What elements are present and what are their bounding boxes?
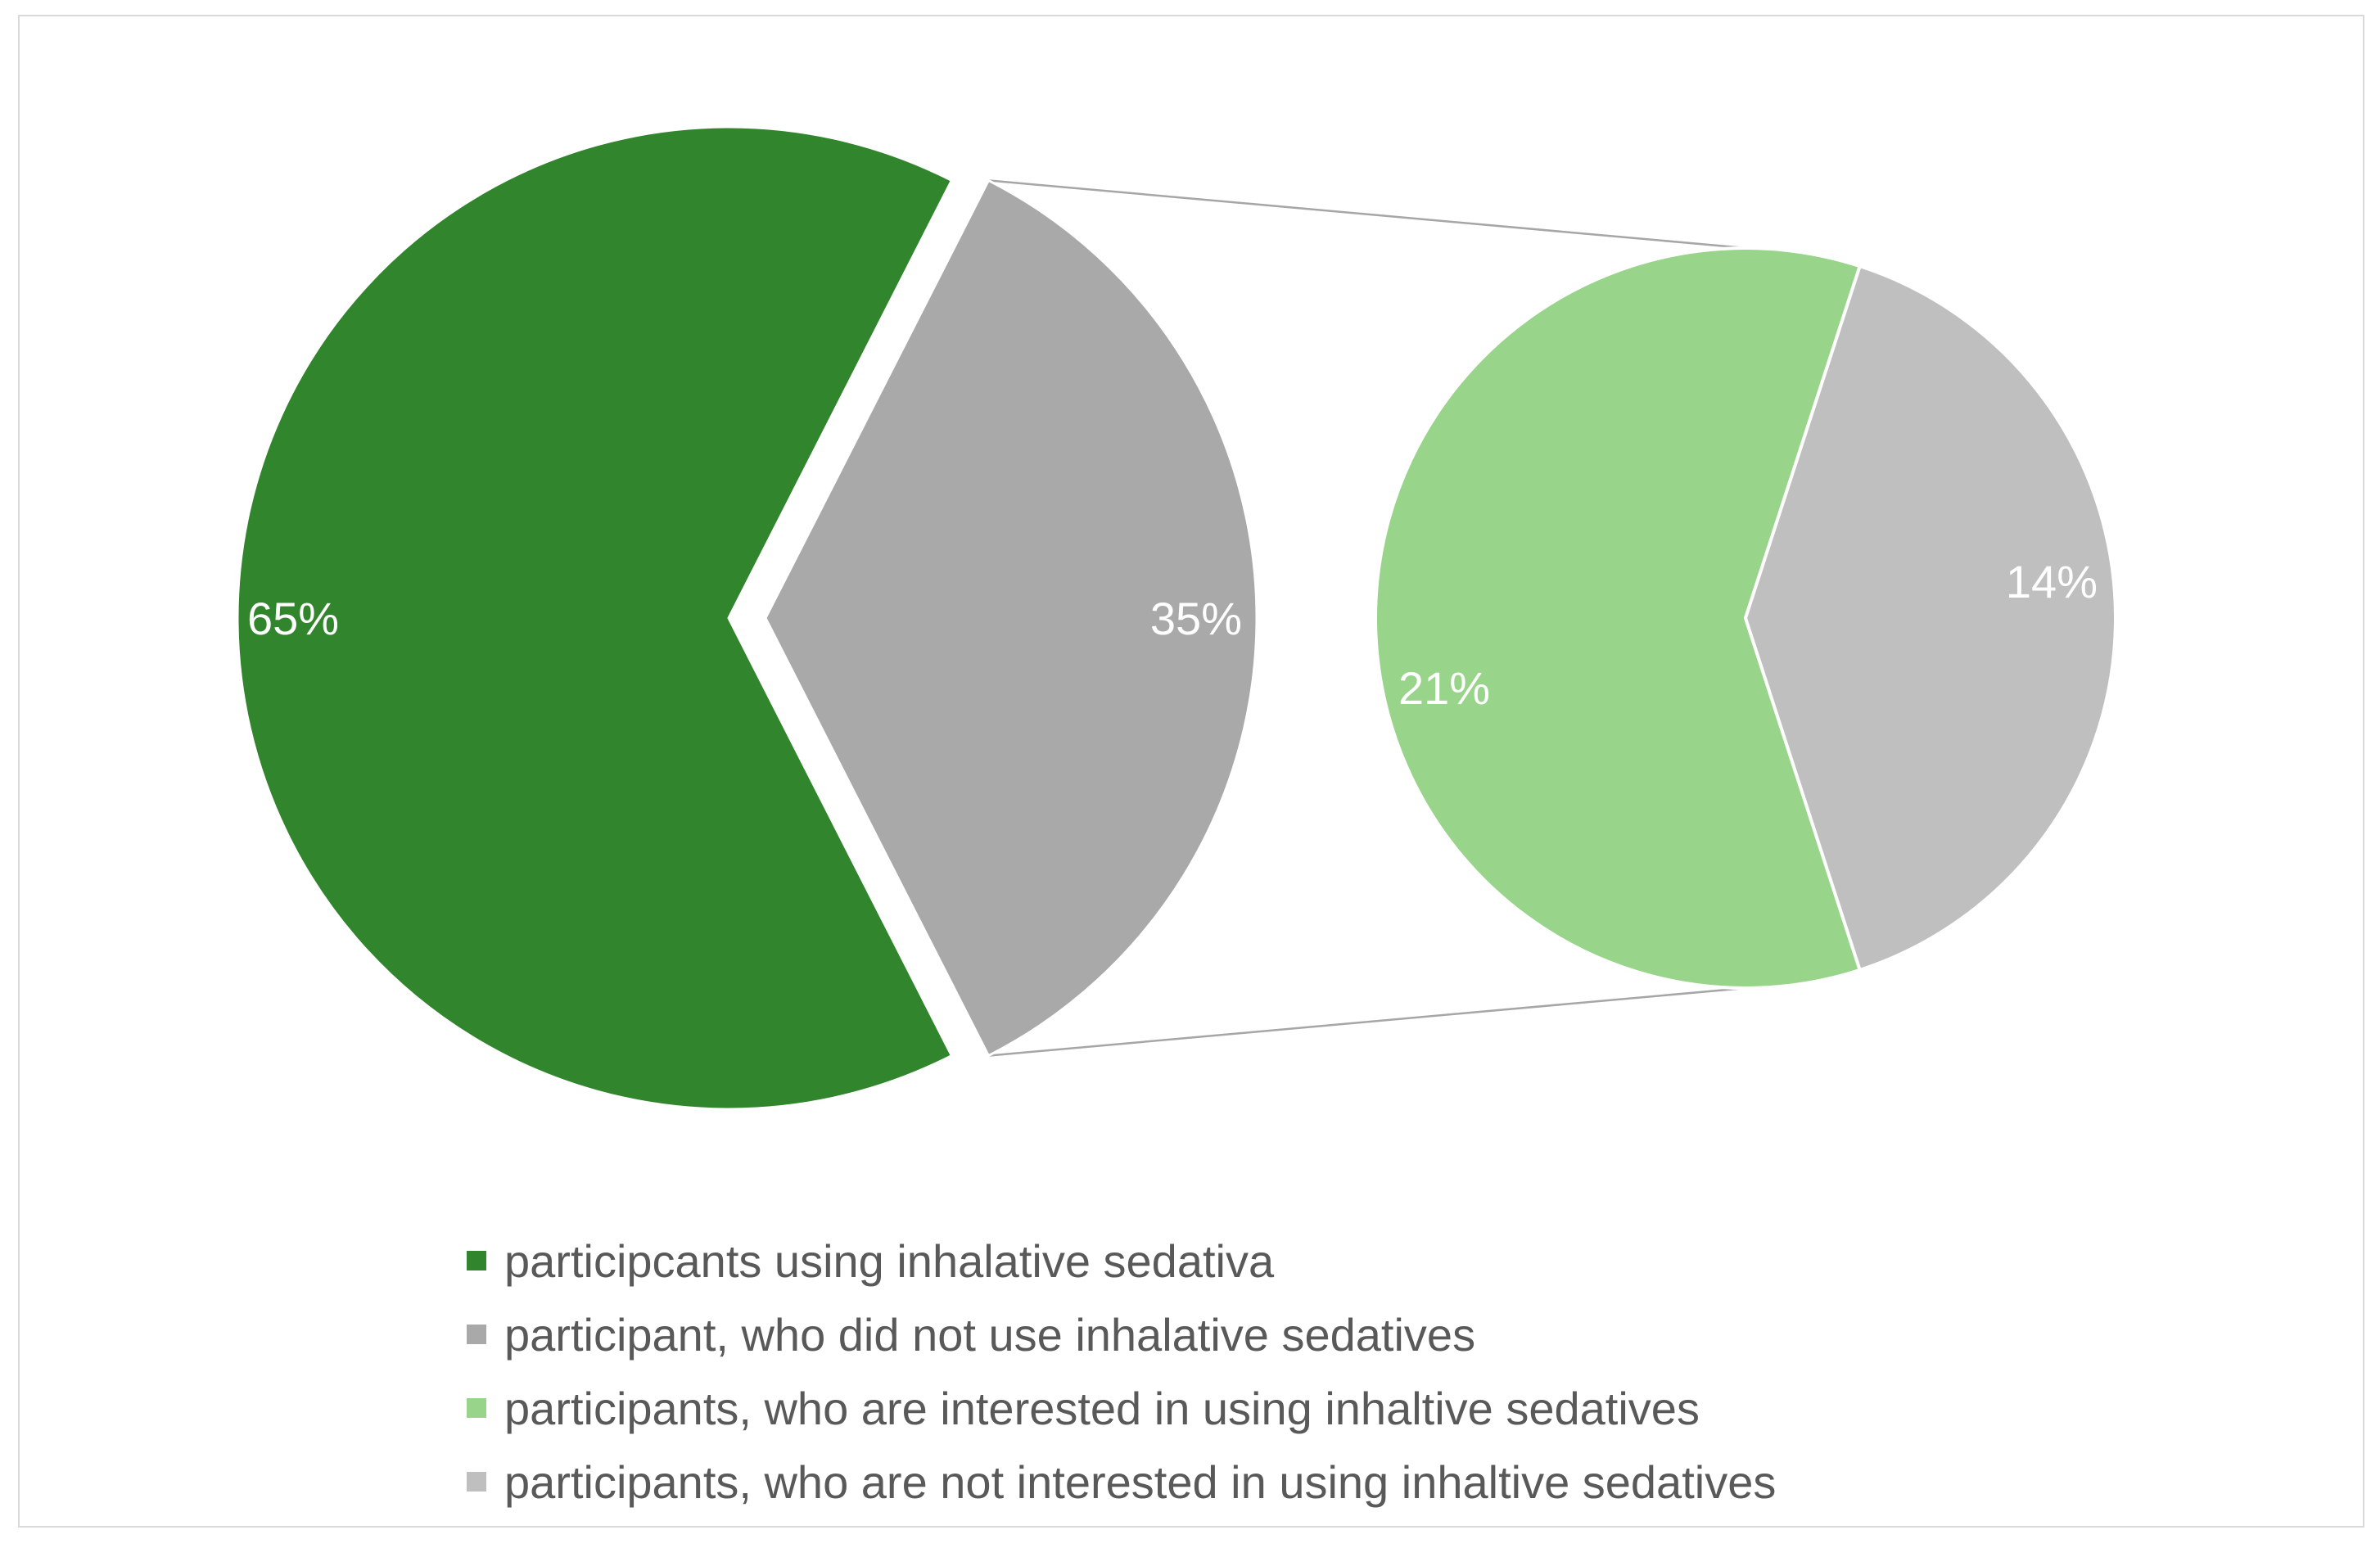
connector-lines xyxy=(988,179,1746,1057)
secondary-slice-label-interested: 21% xyxy=(1398,662,1490,714)
secondary-slice-label-not-interested: 14% xyxy=(2006,556,2098,607)
legend-item-not-interested: participants, who are not interested in … xyxy=(467,1445,1776,1519)
legend-item-interested: participants, who are interested in usin… xyxy=(467,1371,1776,1445)
main-slice-using xyxy=(236,125,954,1111)
main-slice-not-using xyxy=(764,178,1258,1058)
legend-label-using: participcants using inhalative sedativa xyxy=(504,1234,1275,1287)
main-pie xyxy=(236,125,1258,1111)
legend-item-using: participcants using inhalative sedativa xyxy=(467,1224,1776,1298)
legend-swatch-not-using xyxy=(467,1325,486,1344)
legend-label-not-using: participant, who did not use inhalative … xyxy=(504,1308,1476,1361)
slice-labels: 65% 35% 21% 14% xyxy=(247,556,2098,714)
legend-swatch-using xyxy=(467,1251,486,1270)
connector-line-bottom xyxy=(988,986,1746,1057)
secondary-slice-interested xyxy=(1374,246,1863,990)
main-slice-label-using: 65% xyxy=(247,593,339,644)
legend-item-not-using: participant, who did not use inhalative … xyxy=(467,1298,1776,1371)
legend-swatch-interested xyxy=(467,1398,486,1418)
connector-line-top xyxy=(988,179,1746,250)
main-slice-label-not-using: 35% xyxy=(1150,593,1242,644)
secondary-pie xyxy=(1374,246,2117,990)
legend: participcants using inhalative sedativa … xyxy=(467,1224,1776,1519)
legend-label-not-interested: participants, who are not interested in … xyxy=(504,1455,1777,1508)
legend-swatch-not-interested xyxy=(467,1472,486,1492)
legend-label-interested: participants, who are interested in usin… xyxy=(504,1382,1700,1434)
secondary-slice-not-interested xyxy=(1743,264,2117,973)
